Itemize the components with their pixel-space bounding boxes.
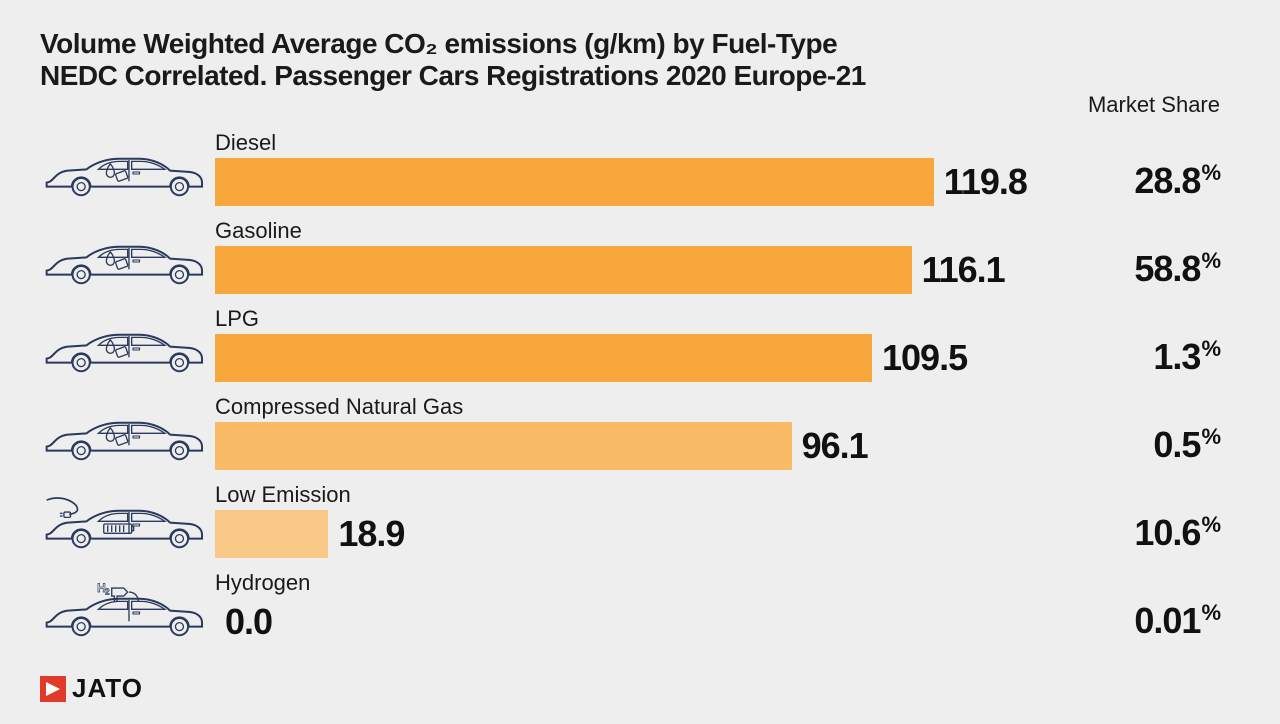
- chart-row: Gasoline 116.1 58.8%: [40, 210, 1240, 298]
- fuel-label: Compressed Natural Gas: [215, 394, 463, 420]
- fuel-label: Hydrogen: [215, 570, 310, 596]
- car-icon: [40, 562, 215, 650]
- market-share-value: 10.6%: [1080, 512, 1240, 562]
- bar-cell: Low Emission 18.9: [215, 474, 1080, 562]
- chart-row: Diesel 119.8 28.8%: [40, 122, 1240, 210]
- bar: [215, 246, 912, 294]
- bar-value: 109.5: [882, 337, 967, 379]
- bar-cell: Gasoline 116.1: [215, 210, 1080, 298]
- bar: [215, 158, 934, 206]
- chart-row: Low Emission 18.9 10.6%: [40, 474, 1240, 562]
- bar-cell: Diesel 119.8: [215, 122, 1080, 210]
- market-share-value: 58.8%: [1080, 248, 1240, 298]
- car-icon: [40, 474, 215, 562]
- bar-value: 116.1: [922, 249, 1005, 291]
- market-share-header: Market Share: [1088, 92, 1220, 118]
- fuel-label: Diesel: [215, 130, 276, 156]
- bar-value: 0.0: [225, 601, 272, 643]
- bar-wrap: 116.1: [215, 246, 1005, 294]
- market-share-value: 0.01%: [1080, 600, 1240, 650]
- bar-cell: Compressed Natural Gas 96.1: [215, 386, 1080, 474]
- chart-row: Compressed Natural Gas 96.1 0.5%: [40, 386, 1240, 474]
- market-share-value: 0.5%: [1080, 424, 1240, 474]
- title-line-2: NEDC Correlated. Passenger Cars Registra…: [40, 60, 866, 91]
- bar-wrap: 96.1: [215, 422, 868, 470]
- bar-wrap: 18.9: [215, 510, 404, 558]
- bar-wrap: 0.0: [215, 598, 272, 646]
- bar-wrap: 119.8: [215, 158, 1027, 206]
- fuel-label: LPG: [215, 306, 259, 332]
- logo-mark-icon: [40, 676, 66, 702]
- fuel-label: Low Emission: [215, 482, 351, 508]
- car-icon: [40, 122, 215, 210]
- title-line-1: Volume Weighted Average CO₂ emissions (g…: [40, 28, 837, 59]
- chart-row: Hydrogen 0.0 0.01%: [40, 562, 1240, 650]
- bar-value: 96.1: [802, 425, 868, 467]
- bar: [215, 334, 872, 382]
- bar-cell: LPG 109.5: [215, 298, 1080, 386]
- market-share-value: 1.3%: [1080, 336, 1240, 386]
- car-icon: [40, 298, 215, 386]
- market-share-value: 28.8%: [1080, 160, 1240, 210]
- car-icon: [40, 386, 215, 474]
- bar-cell: Hydrogen 0.0: [215, 562, 1080, 650]
- bar: [215, 422, 792, 470]
- chart-rows: Diesel 119.8 28.8% Gasoline 116.1 58.8% …: [40, 122, 1240, 650]
- chart-row: LPG 109.5 1.3%: [40, 298, 1240, 386]
- bar-value: 18.9: [338, 513, 404, 555]
- logo-text: JATO: [72, 673, 143, 704]
- jato-logo: JATO: [40, 673, 143, 704]
- bar: [215, 510, 328, 558]
- chart-title: Volume Weighted Average CO₂ emissions (g…: [40, 28, 1240, 92]
- car-icon: [40, 210, 215, 298]
- bar-value: 119.8: [944, 161, 1027, 203]
- fuel-label: Gasoline: [215, 218, 302, 244]
- bar-wrap: 109.5: [215, 334, 967, 382]
